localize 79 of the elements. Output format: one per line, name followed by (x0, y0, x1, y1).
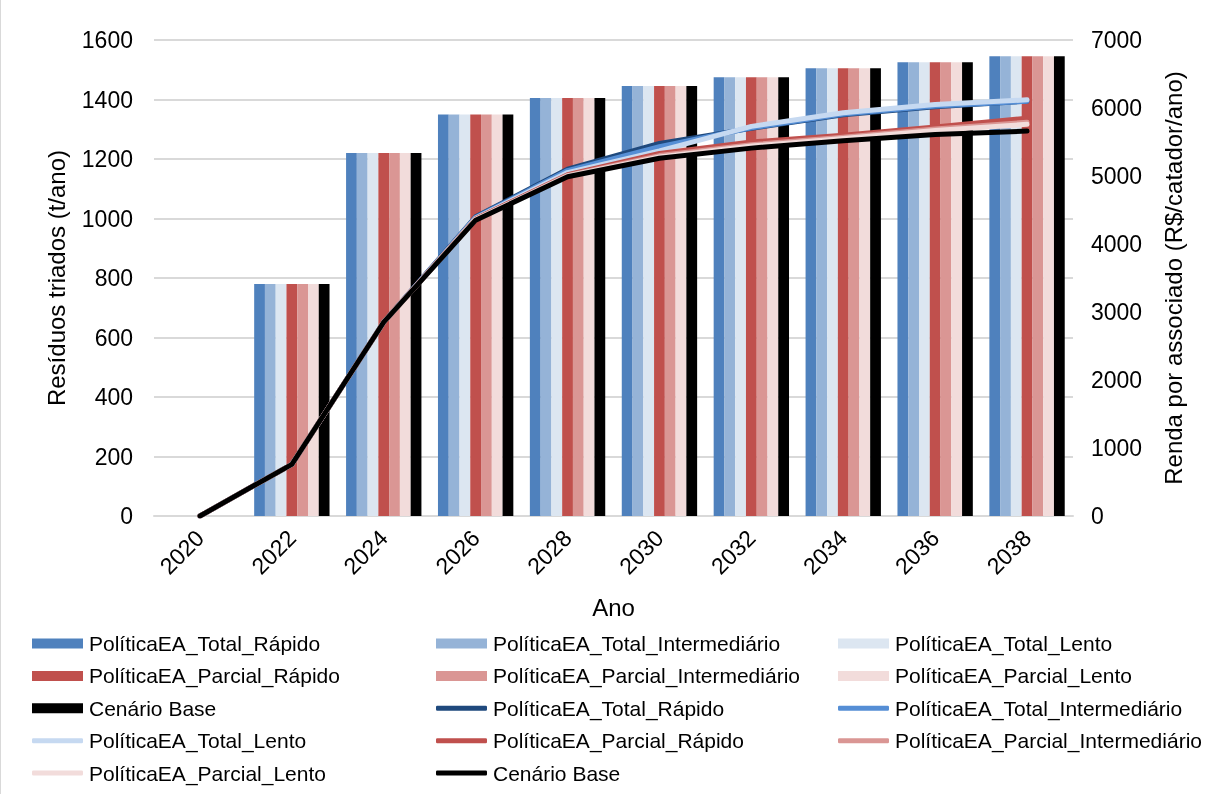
y2-tick-label: 3000 (1091, 299, 1143, 325)
bar (448, 114, 460, 516)
bar (297, 283, 308, 516)
bar (308, 283, 319, 516)
bar (643, 86, 655, 516)
bar (410, 153, 422, 516)
bar (1053, 56, 1065, 516)
bar (1010, 56, 1022, 516)
legend-label: PolíticaEA_Parcial_Rápido (89, 664, 340, 689)
y-tick-label: 200 (94, 443, 133, 470)
legend-label: PolíticaEA_Parcial_Intermediário (493, 664, 800, 689)
y2-tick-label: 6000 (1091, 95, 1143, 121)
y-tick-label: 1400 (81, 86, 133, 113)
legend-label: PolíticaEA_Total_Lento (895, 632, 1113, 656)
y-tick-label: 1200 (81, 146, 133, 172)
y2-tick-label: 2000 (1091, 367, 1143, 393)
bar (654, 86, 665, 516)
bar (389, 153, 400, 516)
bar (572, 98, 584, 516)
bar (437, 114, 449, 516)
bar (264, 283, 276, 516)
bar (459, 114, 471, 516)
bar (583, 98, 595, 516)
bar (491, 114, 503, 516)
legend-label: PolíticaEA_Total_Rápido (89, 632, 321, 656)
legend-label: PolíticaEA_Parcial_Intermediário (895, 729, 1202, 754)
legend-label: PolíticaEA_Total_Lento (89, 729, 307, 754)
bar (378, 153, 390, 516)
y2-tick-label: 5000 (1091, 163, 1143, 189)
bar (1032, 56, 1044, 516)
y2-tick-label: 7000 (1091, 27, 1143, 53)
bar (735, 77, 746, 516)
bar (897, 62, 909, 516)
bar (562, 98, 573, 516)
bar (481, 114, 492, 516)
y-tick-label: 1000 (81, 205, 133, 232)
legend-label: Cenário Base (493, 761, 621, 785)
bar (1043, 56, 1054, 516)
y2-axis-title: Renda por associado (R$/catador/ano) (1159, 71, 1187, 485)
y-tick-label: 0 (120, 503, 133, 529)
legend-label: PolíticaEA_Total_Intermediário (895, 696, 1183, 721)
bar (989, 56, 1001, 516)
bar (816, 68, 828, 516)
bar (551, 98, 563, 516)
bar (318, 283, 330, 516)
bar (724, 77, 736, 516)
bar (367, 153, 379, 516)
legend-label: Cenário Base (89, 696, 217, 720)
y2-tick-label: 1000 (1091, 435, 1143, 461)
bar (529, 98, 541, 516)
y-tick-label: 800 (94, 265, 133, 291)
bar (275, 283, 287, 516)
legend-label: PolíticaEA_Parcial_Lento (895, 664, 1132, 689)
legend-label: PolíticaEA_Parcial_Rápido (493, 729, 744, 754)
bar (919, 62, 930, 516)
bar (827, 68, 838, 516)
y-tick-label: 400 (94, 384, 133, 410)
bar (859, 68, 871, 516)
bar (356, 153, 368, 516)
bar (286, 283, 298, 516)
y-tick-label: 1600 (81, 27, 133, 53)
bar (951, 62, 963, 516)
legend-label: PolíticaEA_Parcial_Lento (89, 761, 326, 786)
bar (540, 98, 552, 516)
legend-label: PolíticaEA_Total_Intermediário (493, 632, 781, 656)
bar (621, 86, 633, 516)
y2-tick-label: 0 (1091, 503, 1104, 529)
x-axis-title: Ano (592, 593, 635, 621)
y2-tick-label: 4000 (1091, 231, 1143, 257)
bar (767, 77, 779, 516)
bar (254, 283, 265, 516)
bar (1000, 56, 1011, 516)
y-tick-label: 600 (94, 324, 133, 351)
bar (399, 153, 411, 516)
bar (664, 86, 676, 516)
bar (346, 153, 357, 516)
bar (908, 62, 919, 516)
y-axis-title: Resíduos triados (t/ano) (42, 149, 70, 407)
legend-label: PolíticaEA_Total_Rápido (493, 696, 725, 721)
